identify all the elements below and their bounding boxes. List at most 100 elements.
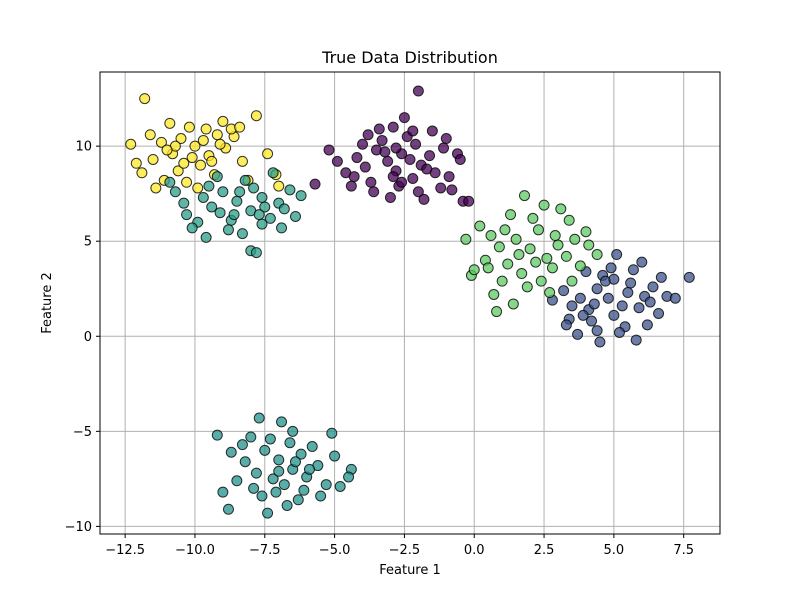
data-point xyxy=(289,456,301,468)
data-point xyxy=(239,456,251,468)
data-point xyxy=(608,309,620,321)
data-point xyxy=(181,176,193,188)
data-point xyxy=(323,144,335,156)
data-point xyxy=(262,507,274,519)
data-point xyxy=(264,433,276,445)
data-point xyxy=(211,171,223,183)
data-point xyxy=(256,191,268,203)
data-point xyxy=(211,429,223,441)
data-point xyxy=(591,249,603,261)
data-point xyxy=(460,233,472,245)
y-tick-label: 10 xyxy=(75,140,92,155)
data-point xyxy=(421,163,433,175)
x-axis-title: Feature 1 xyxy=(379,563,441,578)
data-point xyxy=(200,231,212,243)
data-point xyxy=(513,249,525,261)
data-point xyxy=(574,260,586,272)
data-point xyxy=(613,326,625,338)
data-point xyxy=(510,233,522,245)
data-point xyxy=(502,258,514,270)
data-point xyxy=(627,264,639,276)
data-point xyxy=(560,250,572,262)
data-point xyxy=(334,480,346,492)
data-point xyxy=(410,138,422,150)
data-point xyxy=(359,161,371,173)
data-point xyxy=(544,287,556,299)
data-point xyxy=(396,176,408,188)
data-point xyxy=(284,184,296,196)
data-point xyxy=(387,171,399,183)
data-point xyxy=(175,133,187,145)
y-tick-label: 0 xyxy=(84,330,92,345)
data-point xyxy=(331,155,343,167)
data-point xyxy=(636,256,648,268)
data-point xyxy=(345,180,357,192)
data-point xyxy=(231,475,243,487)
data-point xyxy=(351,152,363,164)
data-point xyxy=(214,207,226,219)
data-point xyxy=(552,239,564,251)
data-point xyxy=(273,454,285,466)
data-point xyxy=(195,159,207,171)
series-cluster-2 xyxy=(211,412,357,519)
data-point xyxy=(281,499,293,511)
data-point xyxy=(276,222,288,234)
series-cluster-3 xyxy=(460,190,603,318)
data-point xyxy=(303,463,315,475)
data-point xyxy=(206,155,218,167)
data-point xyxy=(181,209,193,221)
data-point xyxy=(586,315,598,327)
y-axis-title: Feature 2 xyxy=(40,272,55,334)
data-point xyxy=(616,300,628,312)
x-tick-label: 5.0 xyxy=(604,543,625,558)
series-cluster-1 xyxy=(546,249,695,348)
chart-title: True Data Distribution xyxy=(321,48,498,67)
data-point xyxy=(292,494,304,506)
data-point xyxy=(234,186,246,198)
data-point xyxy=(197,191,209,203)
data-point xyxy=(329,450,341,462)
data-point xyxy=(594,336,606,348)
data-point xyxy=(519,190,531,202)
data-point xyxy=(426,125,438,137)
data-point xyxy=(287,425,299,437)
data-point xyxy=(183,121,195,133)
x-tick-label: −12.5 xyxy=(105,543,145,558)
x-tick-label: 7.5 xyxy=(673,543,694,558)
data-point xyxy=(161,144,173,156)
grid xyxy=(100,72,720,534)
data-point xyxy=(611,249,623,261)
data-point xyxy=(443,171,455,183)
y-tick-label: −10 xyxy=(65,520,92,535)
data-point xyxy=(172,165,184,177)
data-point xyxy=(566,275,578,287)
data-point xyxy=(535,275,547,287)
data-point xyxy=(566,300,578,312)
data-point xyxy=(362,129,374,141)
data-point xyxy=(236,228,248,240)
data-point xyxy=(192,182,204,194)
data-point xyxy=(164,117,176,129)
data-point xyxy=(446,184,458,196)
data-point xyxy=(164,176,176,188)
data-point xyxy=(320,479,332,491)
data-point xyxy=(485,230,497,242)
data-point xyxy=(527,212,539,224)
data-point xyxy=(245,431,257,443)
data-point xyxy=(384,191,396,203)
data-point xyxy=(530,256,542,268)
data-point xyxy=(189,140,201,152)
data-points xyxy=(125,85,695,519)
data-point xyxy=(463,195,475,207)
data-point xyxy=(217,486,229,498)
data-point xyxy=(186,222,198,234)
data-point xyxy=(295,448,307,460)
data-point xyxy=(214,138,226,150)
data-point xyxy=(435,182,447,194)
data-point xyxy=(256,490,268,502)
data-point xyxy=(298,484,310,496)
data-point xyxy=(387,121,399,133)
data-point xyxy=(524,243,536,255)
data-point xyxy=(150,182,162,194)
data-point xyxy=(412,186,424,198)
